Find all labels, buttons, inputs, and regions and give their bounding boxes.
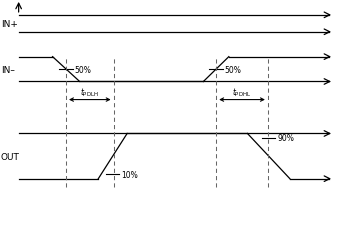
Text: 50%: 50% bbox=[75, 65, 92, 74]
Text: $t_\mathregular{PDHL}$: $t_\mathregular{PDHL}$ bbox=[233, 86, 252, 98]
Text: $t_\mathregular{PDLH}$: $t_\mathregular{PDLH}$ bbox=[80, 86, 99, 98]
Text: 10%: 10% bbox=[121, 170, 138, 179]
Text: 90%: 90% bbox=[277, 134, 294, 143]
Text: OUT: OUT bbox=[1, 152, 20, 161]
Text: IN+: IN+ bbox=[1, 20, 18, 29]
Text: 50%: 50% bbox=[224, 65, 241, 74]
Text: IN–: IN– bbox=[1, 65, 15, 74]
